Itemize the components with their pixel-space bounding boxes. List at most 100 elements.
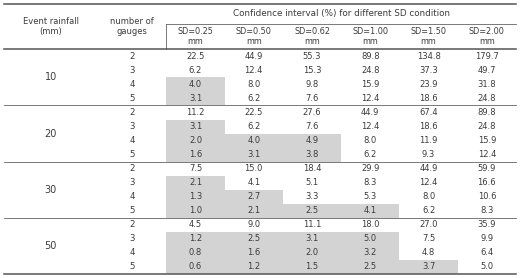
Text: SD=0.62
mm: SD=0.62 mm [294,27,330,46]
Text: 2: 2 [129,220,135,229]
Bar [341,246,399,260]
Text: 6.2: 6.2 [422,206,435,215]
Bar [341,232,399,246]
Text: 24.8: 24.8 [477,94,496,103]
Text: 8.3: 8.3 [480,206,493,215]
Text: 2.5: 2.5 [305,206,319,215]
Text: SD=0.50
mm: SD=0.50 mm [236,27,271,46]
Text: 1.5: 1.5 [305,262,319,272]
Text: 2: 2 [129,108,135,117]
Text: 5: 5 [129,206,135,215]
Text: 2.1: 2.1 [189,178,202,187]
Bar [166,176,225,190]
Bar [166,190,225,204]
Text: 11.9: 11.9 [420,136,438,145]
Text: 4.1: 4.1 [364,206,377,215]
Bar [166,120,225,133]
Text: 9.0: 9.0 [247,220,261,229]
Text: 3.7: 3.7 [422,262,435,272]
Text: 2.0: 2.0 [189,136,202,145]
Text: 44.9: 44.9 [361,108,380,117]
Text: 7.6: 7.6 [305,94,319,103]
Bar [166,133,225,148]
Bar [283,148,341,162]
Bar [225,260,283,274]
Text: 44.9: 44.9 [420,164,438,173]
Bar [225,148,283,162]
Text: 4: 4 [129,192,135,201]
Text: 16.6: 16.6 [477,178,496,187]
Text: SD=1.50
mm: SD=1.50 mm [411,27,447,46]
Text: 134.8: 134.8 [417,52,440,61]
Bar [283,204,341,218]
Text: 7.5: 7.5 [189,164,202,173]
Text: 3: 3 [129,122,135,131]
Bar [166,232,225,246]
Text: 1.6: 1.6 [247,249,261,257]
Text: Event rainfall
(mm): Event rainfall (mm) [23,17,79,36]
Text: 9.8: 9.8 [305,80,319,89]
Text: 4: 4 [129,136,135,145]
Text: 2.7: 2.7 [247,192,261,201]
Text: 29.9: 29.9 [361,164,380,173]
Text: 3.1: 3.1 [189,122,202,131]
Text: 2: 2 [129,164,135,173]
Text: 7.5: 7.5 [422,234,435,244]
Text: 30: 30 [45,185,57,195]
Text: 20: 20 [45,128,57,138]
Text: 8.0: 8.0 [363,136,377,145]
Bar [399,260,458,274]
Text: number of
gauges: number of gauges [110,17,154,36]
Text: 24.8: 24.8 [477,122,496,131]
Text: 3.8: 3.8 [305,150,319,159]
Text: 24.8: 24.8 [361,66,380,75]
Text: 7.6: 7.6 [305,122,319,131]
Text: 8.0: 8.0 [247,80,261,89]
Text: 31.8: 31.8 [477,80,496,89]
Text: 1.6: 1.6 [189,150,202,159]
Text: 10: 10 [45,72,57,82]
Text: 5: 5 [129,262,135,272]
Text: 55.3: 55.3 [303,52,321,61]
Text: 3: 3 [129,66,135,75]
Bar [166,204,225,218]
Text: 23.9: 23.9 [419,80,438,89]
Bar [225,204,283,218]
Text: 27.6: 27.6 [303,108,321,117]
Text: 5: 5 [129,94,135,103]
Text: 18.6: 18.6 [419,94,438,103]
Text: 8.0: 8.0 [422,192,435,201]
Text: 3: 3 [129,234,135,244]
Text: 50: 50 [45,241,57,251]
Text: 179.7: 179.7 [475,52,499,61]
Text: 11.2: 11.2 [186,108,205,117]
Bar [225,246,283,260]
Text: 2.5: 2.5 [364,262,377,272]
Text: 3.1: 3.1 [305,234,319,244]
Bar [225,232,283,246]
Text: 1.2: 1.2 [189,234,202,244]
Text: 12.4: 12.4 [361,94,380,103]
Bar [225,133,283,148]
Text: 8.3: 8.3 [363,178,377,187]
Bar [283,260,341,274]
Text: 4: 4 [129,80,135,89]
Text: 1.0: 1.0 [189,206,202,215]
Text: 0.6: 0.6 [189,262,202,272]
Text: 4.1: 4.1 [247,178,261,187]
Text: 89.8: 89.8 [477,108,496,117]
Text: 0.8: 0.8 [189,249,202,257]
Text: 18.0: 18.0 [361,220,380,229]
Bar [283,232,341,246]
Bar [166,246,225,260]
Text: 2.1: 2.1 [247,206,261,215]
Text: 5.3: 5.3 [363,192,377,201]
Text: 37.3: 37.3 [419,66,438,75]
Bar [166,260,225,274]
Text: 4.8: 4.8 [422,249,435,257]
Text: 12.4: 12.4 [478,150,496,159]
Text: 3.3: 3.3 [305,192,319,201]
Text: 6.4: 6.4 [480,249,493,257]
Bar [283,133,341,148]
Bar [225,190,283,204]
